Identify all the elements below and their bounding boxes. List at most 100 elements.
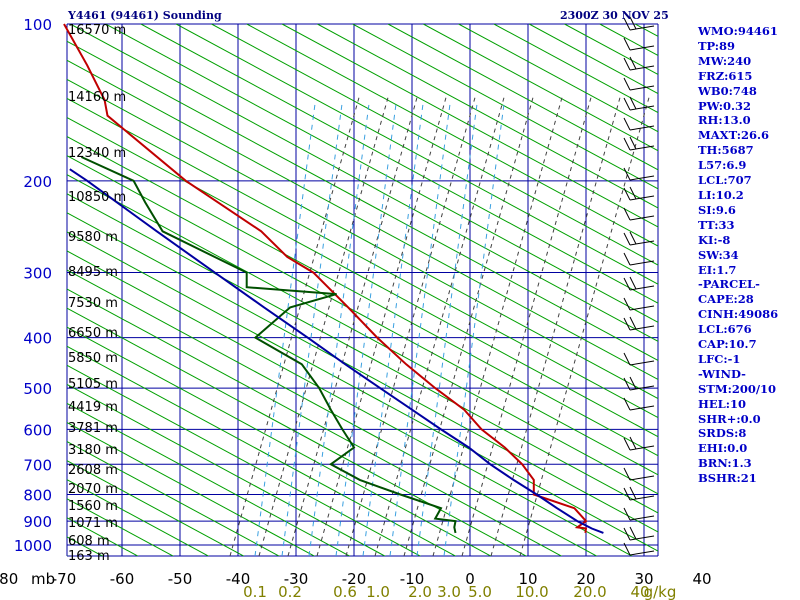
wind-barb-flag: [629, 136, 637, 150]
wind-barb-staff: [629, 445, 655, 451]
stability-index-item: FRZ:615: [698, 68, 753, 83]
height-label: 608 m: [68, 534, 110, 549]
wind-barb-staff: [629, 535, 655, 541]
temperature-tick-label: 30: [634, 570, 653, 588]
mixing-ratio-line: [389, 103, 451, 556]
wind-barb-staff: [629, 195, 655, 201]
mixing-ratio-label: 5.0: [468, 583, 492, 600]
stability-index-item: WB0:748: [698, 83, 757, 98]
stability-index-item: BSHR:21: [698, 471, 757, 486]
stability-index-item: LI:10.2: [698, 187, 744, 202]
pressure-label: 900: [23, 513, 52, 531]
dry-adiabat: [211, 24, 658, 266]
wind-barb-flag: [629, 231, 637, 245]
pressure-label: 700: [23, 456, 52, 474]
wind-barb-flag: [629, 16, 637, 30]
stability-index-item: CAP:10.7: [698, 337, 757, 352]
wind-barb-flag: [623, 352, 631, 366]
dry-adiabat: [67, 116, 658, 438]
stability-index-item: -WIND-: [698, 366, 746, 381]
mixing-ratio-label: 3.0: [437, 583, 461, 600]
wind-barb-flag: [623, 377, 631, 391]
temperature-tick-label: -30: [284, 570, 309, 588]
dry-adiabat: [67, 441, 280, 556]
stability-index-item: BRN:1.3: [698, 456, 752, 471]
wind-barb-staff: [629, 285, 655, 291]
stability-index-item: SW:34: [698, 247, 739, 262]
stability-index-item: LFC:-1: [698, 351, 741, 366]
profile-lines: [63, 23, 604, 534]
wind-barb-staff: [629, 25, 655, 31]
profile-line: [63, 23, 588, 534]
height-label: 8495 m: [68, 265, 118, 280]
wind-barb-flag: [623, 37, 631, 51]
pressure-label: 800: [23, 486, 52, 504]
profile-line: [69, 168, 604, 534]
dry-adiabat: [317, 24, 658, 209]
stability-index-item: MAXT:26.6: [698, 128, 769, 143]
wind-barb-flag: [629, 486, 637, 500]
height-label: 5850 m: [68, 351, 118, 366]
stability-index-item: SI:9.6: [698, 202, 736, 217]
wind-barb-flag: [623, 277, 631, 291]
wind-barb-staff: [629, 65, 655, 71]
dry-adiabat: [67, 78, 658, 400]
dry-adiabats: [67, 24, 658, 556]
wind-barb-staff: [629, 105, 655, 111]
stability-index-item: WMO:94461: [698, 24, 778, 38]
height-label: 163 m: [68, 549, 110, 564]
dry-adiabat: [70, 24, 658, 342]
dry-adiabat: [246, 24, 658, 247]
dry-adiabat: [67, 460, 245, 556]
wind-barb-staff: [629, 305, 655, 311]
pressure-label: 400: [23, 330, 52, 348]
dry-adiabat: [175, 24, 658, 285]
stability-index-item: LCL:707: [698, 173, 752, 188]
pressure-label: 600: [23, 421, 52, 439]
dry-adiabat: [67, 136, 658, 457]
wind-barb-staff: [629, 385, 655, 391]
pressure-label: 300: [23, 265, 52, 283]
dry-adiabat: [67, 174, 658, 495]
stability-index-item: STM:200/10: [698, 381, 777, 396]
height-label: 2070 m: [68, 482, 118, 497]
wind-barb-flag: [629, 276, 637, 290]
dry-adiabat: [67, 59, 658, 381]
stability-index-item: -PARCEL-: [698, 277, 760, 292]
height-label: 4419 m: [68, 400, 118, 415]
wind-barb-flag: [623, 397, 631, 411]
temperature-tick-label: -40: [226, 570, 251, 588]
stability-index-item: RH:13.0: [698, 113, 751, 128]
wind-barb-staff: [629, 550, 655, 556]
dry-adiabat: [67, 288, 563, 556]
wind-barbs: [623, 16, 655, 556]
stability-index-item: TP:89: [698, 38, 736, 53]
height-label: 1560 m: [68, 499, 118, 514]
stability-index-item: MW:240: [698, 53, 752, 68]
wind-barb-staff: [629, 515, 655, 521]
dry-adiabat: [67, 193, 658, 514]
height-label: 12340 m: [68, 146, 126, 161]
mixing-ratio-label: 40: [630, 583, 649, 600]
wind-barb-staff: [629, 260, 655, 266]
mixing-ratio-line: [308, 103, 370, 556]
stability-index-item: KI:-8: [698, 232, 731, 247]
height-label: 6650 m: [68, 326, 118, 341]
dry-adiabat: [67, 250, 633, 556]
wind-barb-flag: [623, 137, 631, 151]
wind-barb-flag: [629, 316, 637, 330]
stability-index-item: CAPE:28: [698, 292, 754, 307]
sounding-title: Y4461 (94461) Sounding: [68, 9, 222, 22]
height-label: 1071 m: [68, 516, 118, 531]
mixing-ratio-line: [362, 103, 424, 556]
dry-adiabat: [67, 345, 457, 556]
wind-barb-flag: [623, 17, 631, 31]
stability-index-item: CINH:49086: [698, 307, 779, 322]
wind-barb-flag: [623, 297, 631, 311]
dry-adiabat: [67, 364, 422, 556]
stability-index-item: SHR+:0.0: [698, 411, 761, 426]
pressure-label: 100: [23, 16, 52, 34]
wind-barb-flag: [629, 376, 637, 390]
temperature-tick-label: 0: [465, 570, 475, 588]
